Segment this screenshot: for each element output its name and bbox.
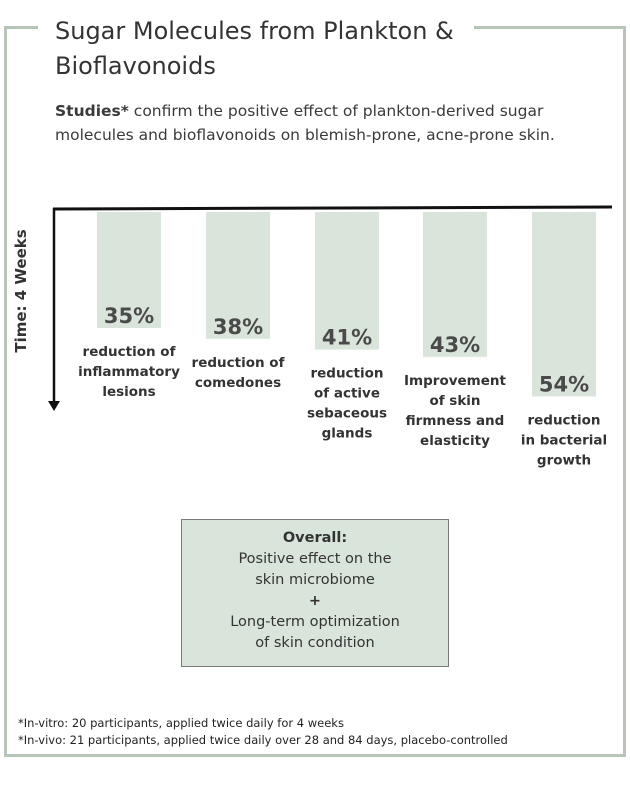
bars-group [97,212,596,397]
top-axis [52,205,613,211]
bar-4 [423,212,487,357]
category-label-line: of active [314,386,380,402]
category-label-line: reduction [310,366,383,382]
category-label-5: reduction in bacterial growth [521,412,607,468]
category-label-line: glands [322,426,373,442]
value-label-5: 54% [539,372,589,396]
category-label-line: of skin [429,393,480,409]
category-label-line: in bacterial [521,432,607,448]
category-label-line: firmness and [406,413,505,429]
footnote-in-vivo: *In-vivo: 21 participants, applied twice… [18,733,508,747]
overall-line-4: of skin condition [255,635,375,651]
category-label-line: lesions [102,384,155,400]
bar-3 [315,212,379,350]
intro-paragraph: Studies* confirm the positive effect of … [55,99,615,147]
category-label-line: reduction of [192,355,285,371]
category-labels-group: reduction of inflammatory lesionsreduction… [78,344,607,468]
value-label-1: 35% [104,304,154,328]
category-label-3: reduction of active sebaceous glands [307,366,387,442]
intro-lead: Studies* [55,102,129,120]
overall-line-3: Long-term optimization [230,614,400,630]
intro-text: confirm the positive effect of plankton-… [55,102,555,144]
bar-5 [532,212,596,397]
category-label-line: inflammatory [78,364,180,380]
category-label-line: reduction [527,412,600,428]
bar-1 [97,212,161,328]
category-label-line: elasticity [420,433,490,449]
value-labels-group: 35% 38% 41% 43% 54% [104,304,589,396]
footnote-in-vitro: *In-vitro: 20 participants, applied twic… [18,716,344,730]
category-label-line: Improvement [404,373,506,389]
page-title: Sugar Molecules from Plankton & Bioflavo… [55,17,454,80]
category-label-line: growth [537,452,591,468]
category-label-2: reduction of comedones [192,355,285,391]
bar-2 [206,212,270,339]
bar-chart: Time: 4 Weeks 35% 38% 41% 43% 54% reduction … [12,205,613,468]
overall-line-1: Positive effect on the [238,551,392,567]
category-label-line: comedones [195,375,281,391]
title-backdrop [38,8,474,84]
category-label-line: reduction of [83,344,176,360]
value-label-2: 38% [213,315,263,339]
time-axis-label: Time: 4 Weeks [12,229,30,352]
overall-line-2: skin microbiome [255,572,375,588]
value-label-3: 41% [322,326,372,350]
category-label-1: reduction of inflammatory lesions [78,344,180,400]
overall-summary-box: Overall: Positive effect on the skin mic… [181,519,449,667]
time-axis-arrowhead [48,401,60,411]
category-label-line: sebaceous [307,406,387,422]
overall-heading: Overall: [282,530,348,546]
overall-plus: + [308,593,322,609]
category-label-4: Improvement of skin firmness and elasticity [404,373,506,449]
value-label-4: 43% [430,333,480,357]
